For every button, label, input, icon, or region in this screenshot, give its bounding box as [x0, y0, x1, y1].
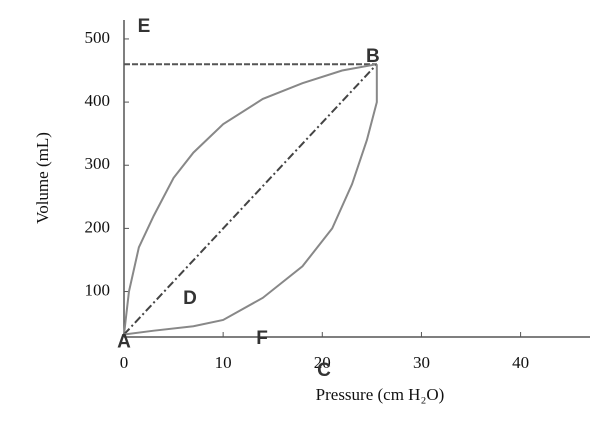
x-tick-label: 10: [215, 353, 232, 372]
y-tick-label: 100: [85, 280, 111, 299]
x-tick-label: 30: [413, 353, 430, 372]
x-tick-label: 20: [314, 353, 331, 372]
series-line: [123, 63, 378, 336]
curve-label: E: [138, 16, 151, 37]
point-label: B: [366, 46, 380, 67]
x-tick-label: 0: [120, 353, 129, 372]
y-tick-label: 500: [85, 28, 111, 47]
y-axis-title: Volume (mL): [33, 132, 52, 224]
y-tick-label: 300: [85, 154, 111, 173]
curve-label: D: [183, 288, 197, 309]
curve-label: F: [256, 328, 268, 349]
x-axis-title: Pressure (cm H₂O): [316, 385, 445, 404]
y-tick-label: 200: [85, 217, 111, 236]
x-tick-label: 40: [512, 353, 529, 372]
series-line: [123, 64, 378, 336]
y-tick-label: 400: [85, 91, 111, 110]
point-label: A: [117, 331, 131, 352]
curve-label: C: [317, 360, 331, 381]
series-line: [123, 63, 378, 335]
